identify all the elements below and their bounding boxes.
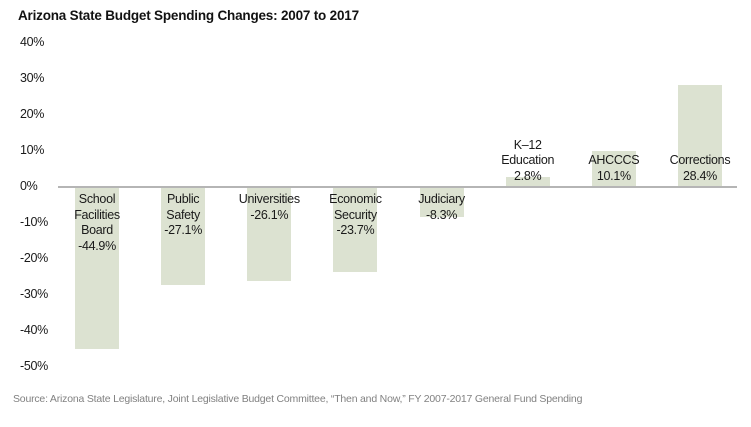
bar-label-line: Safety [166, 207, 200, 222]
y-axis-tick-label: 0% [20, 179, 38, 193]
bar-public-safety [161, 187, 206, 285]
bar-label-line: Facilities [74, 207, 120, 222]
bar-k-12-education [505, 176, 550, 187]
y-axis-tick-label: -30% [20, 287, 48, 301]
bar-label-line: 28.4% [682, 168, 717, 183]
bar-label-line: Universities [238, 192, 300, 206]
source-note: Source: Arizona State Legislature, Joint… [13, 393, 583, 405]
y-axis-tick-label: 40% [20, 35, 45, 49]
y-axis-tick-label: -10% [20, 215, 48, 229]
y-axis-tick-label: 10% [20, 143, 45, 157]
bar-label-line: -27.1% [164, 223, 203, 237]
bar-label-k-12-education: K–12 Education 2.8% [480, 138, 576, 185]
bar-label-line: Education [501, 153, 555, 167]
bar-label-line: -23.7% [336, 223, 375, 237]
bar-judiciary [419, 187, 464, 217]
bar-economic-security [333, 187, 378, 273]
y-axis-tick-label: -40% [20, 323, 48, 337]
bar-school-facilities-board [75, 187, 119, 349]
bar-label-corrections: Corrections 28.4% [652, 153, 748, 184]
bar-label-line: Security [334, 207, 377, 222]
bar-label-public-safety: Public Safety -27.1% [135, 192, 231, 239]
bar-ahcccs [591, 150, 636, 187]
bar-label-line: AHCCCS [588, 153, 640, 167]
bar-universities [247, 187, 292, 281]
bar-label-line: 2.8% [514, 168, 542, 183]
bar-label-line: -26.1% [250, 207, 289, 222]
y-axis-tick-label: -50% [20, 359, 48, 373]
bar-label-ahcccs: AHCCCS 10.1% [566, 153, 662, 184]
bar-label-school-facilities-board: School Facilities Board -44.9% [49, 192, 145, 254]
bar-label-economic-security: Economic Security -23.7% [307, 192, 403, 239]
y-axis-tick-label: 30% [20, 71, 45, 85]
bar-label-line: K–12 [513, 137, 542, 152]
bar-label-line: School [78, 192, 116, 206]
chart-title: Arizona State Budget Spending Changes: 2… [18, 8, 359, 23]
bar-label-line: Public [167, 192, 200, 206]
y-axis-tick-label: -20% [20, 251, 48, 265]
bar-label-line: Board [81, 223, 113, 237]
bar-label-line: Economic [329, 192, 382, 206]
bar-label-judiciary: Judiciary -8.3% [394, 192, 490, 223]
zero-axis-line [58, 186, 737, 188]
y-axis-tick-label: 20% [20, 107, 45, 121]
bar-label-line: -8.3% [425, 207, 458, 222]
bar-corrections [677, 84, 722, 187]
bar-label-universities: Universities -26.1% [221, 192, 317, 223]
bar-label-line: Corrections [669, 153, 731, 167]
bar-label-line: 10.1% [596, 168, 631, 183]
bar-label-line: -44.9% [78, 238, 116, 253]
bar-label-line: Judiciary [418, 192, 465, 206]
